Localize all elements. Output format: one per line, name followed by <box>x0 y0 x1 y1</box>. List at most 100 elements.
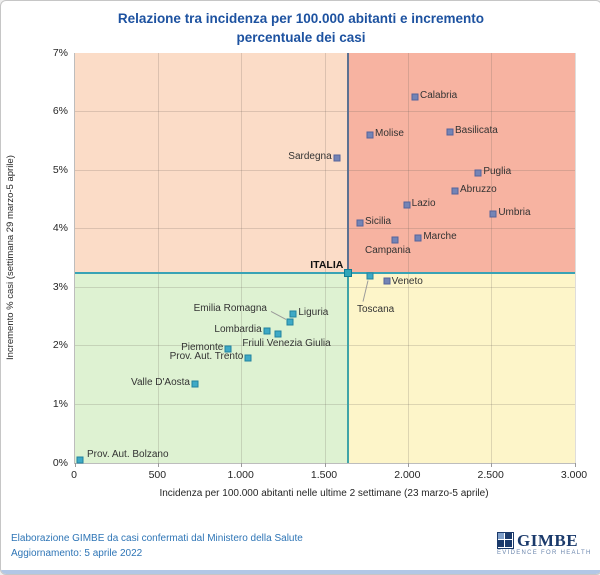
crosshair-vertical-lower <box>347 272 350 463</box>
x-tickmark-2000 <box>407 463 409 467</box>
label-molise: Molise <box>375 128 404 139</box>
gridline-x-500 <box>157 53 159 463</box>
gimbe-logo: GIMBE EVIDENCE FOR HEALTH <box>497 531 592 556</box>
x-tickmark-0 <box>74 463 76 467</box>
x-tick-3000: 3.000 <box>560 469 588 481</box>
gridline-y-4 <box>75 228 575 230</box>
gimbe-logo-icon <box>497 532 514 549</box>
label-prov-aut-bolzano: Prov. Aut. Bolzano <box>87 449 169 461</box>
point-umbria <box>489 210 497 218</box>
quadrant-top-right <box>348 53 575 273</box>
point-sardegna <box>333 154 341 162</box>
y-tick-7pct: 7% <box>52 46 68 59</box>
label-lazio: Lazio <box>411 198 436 210</box>
point-marche <box>414 234 422 241</box>
gridline-x-2000 <box>407 53 409 463</box>
x-tickmark-2500 <box>491 463 493 467</box>
label-sicilia: Sicilia <box>365 215 392 227</box>
y-tick-5pct: 5% <box>52 163 68 176</box>
label-italia: ITALIA <box>310 258 344 271</box>
point-friuli-venezia-giulia <box>274 330 282 338</box>
label-puglia: Puglia <box>483 166 512 178</box>
y-tick-1pct: 1% <box>52 397 68 410</box>
gridline-y-3 <box>75 286 575 288</box>
label-calabria: Calabria <box>420 89 458 101</box>
label-friuli-venezia-giulia: Friuli Venezia Giulia <box>242 338 331 350</box>
point-lazio <box>403 201 411 209</box>
x-tick-2000: 2.000 <box>394 469 421 481</box>
point-basilicata <box>446 128 454 136</box>
point-liguria <box>289 310 297 318</box>
label-valle-d-aosta: Valle D'Aosta <box>131 376 190 388</box>
x-tick-2500: 2.500 <box>477 469 504 481</box>
label-toscana: Toscana <box>357 303 395 315</box>
y-tick-4pct: 4% <box>52 222 68 235</box>
source-note-line1: Elaborazione GIMBE da casi confermati da… <box>11 533 303 544</box>
quadrant-bottom-left <box>75 272 349 463</box>
gridline-y-6 <box>75 111 575 113</box>
x-tick-0: 0 <box>71 469 77 481</box>
gridline-x-2500 <box>491 53 493 463</box>
point-italia <box>344 268 353 277</box>
point-veneto <box>383 277 391 285</box>
label-basilicata: Basilicata <box>455 125 498 137</box>
label-marche: Marche <box>423 230 457 242</box>
label-lombardia: Lombardia <box>214 324 262 336</box>
point-piemonte <box>224 345 232 353</box>
label-liguria: Liguria <box>298 306 329 318</box>
crosshair-horizontal <box>75 271 575 274</box>
point-sicilia <box>356 219 364 227</box>
point-toscana <box>366 272 374 280</box>
update-date: Aggiornamento: 5 aprile 2022 <box>11 547 143 559</box>
label-abruzzo: Abruzzo <box>460 183 497 195</box>
x-tickmark-1000 <box>241 463 243 467</box>
gridline-y-2 <box>75 345 575 347</box>
x-tick-1500: 1.500 <box>310 469 338 481</box>
x-tick-500: 500 <box>148 469 167 481</box>
gimbe-logo-tagline: EVIDENCE FOR HEALTH <box>497 550 592 556</box>
point-valle-d-aosta <box>191 380 199 388</box>
point-calabria <box>411 93 419 101</box>
source-note: Elaborazione GIMBE da casi confermati da… <box>11 532 303 561</box>
x-tickmark-3000 <box>574 463 576 467</box>
point-puglia <box>474 169 482 177</box>
x-tickmark-1500 <box>324 463 326 467</box>
y-tick-6pct: 6% <box>52 105 68 118</box>
gridline-y-5 <box>75 169 575 171</box>
point-lombardia <box>263 327 271 335</box>
label-campania: Campania <box>365 245 411 257</box>
x-axis-label: Incidenza per 100.000 abitanti nelle ult… <box>159 488 489 499</box>
point-campania <box>391 236 399 244</box>
y-tick-3pct: 3% <box>52 280 68 293</box>
label-veneto: Veneto <box>391 276 423 288</box>
point-abruzzo <box>451 187 459 195</box>
chart-title-line2: percentuale dei casi <box>236 30 366 45</box>
label-emilia-romagna: Emilia Romagna <box>193 303 267 315</box>
quadrant-top-left <box>75 53 349 273</box>
point-prov-aut-trento <box>244 354 252 362</box>
x-tick-1000: 1.000 <box>227 469 254 481</box>
point-molise <box>366 131 374 139</box>
y-axis-label: Incremento % casi (settimana 29 marzo-5 … <box>5 155 16 361</box>
label-piemonte: Piemonte <box>181 341 224 353</box>
gridline-y-1 <box>75 403 575 405</box>
chart-title: Relazione tra incidenza per 100.000 abit… <box>1 9 600 47</box>
y-tick-2pct: 2% <box>52 339 68 352</box>
point-prov-aut-bolzano <box>76 456 84 464</box>
point-emilia-romagna <box>286 318 294 326</box>
y-tick-0pct: 0% <box>52 456 68 469</box>
label-sardegna: Sardegna <box>288 151 332 163</box>
bottom-accent-bar <box>1 570 600 574</box>
label-umbria: Umbria <box>498 207 531 219</box>
gridline-x-1000 <box>241 53 243 463</box>
crosshair-vertical-upper <box>347 53 350 273</box>
gridline-x-3000 <box>574 53 576 463</box>
gridline-x-1500 <box>324 53 326 463</box>
x-tickmark-500 <box>157 463 159 467</box>
quadrant-bottom-right <box>348 272 575 463</box>
chart-title-line1: Relazione tra incidenza per 100.000 abit… <box>117 11 485 26</box>
gimbe-logo-wordmark: GIMBE <box>517 531 579 550</box>
scatter-plot: Calabria Basilicata Molise Sardegna Puglia Ab… <box>74 53 576 467</box>
label-prov-aut-trento: Prov. Aut. Trento <box>169 350 244 362</box>
